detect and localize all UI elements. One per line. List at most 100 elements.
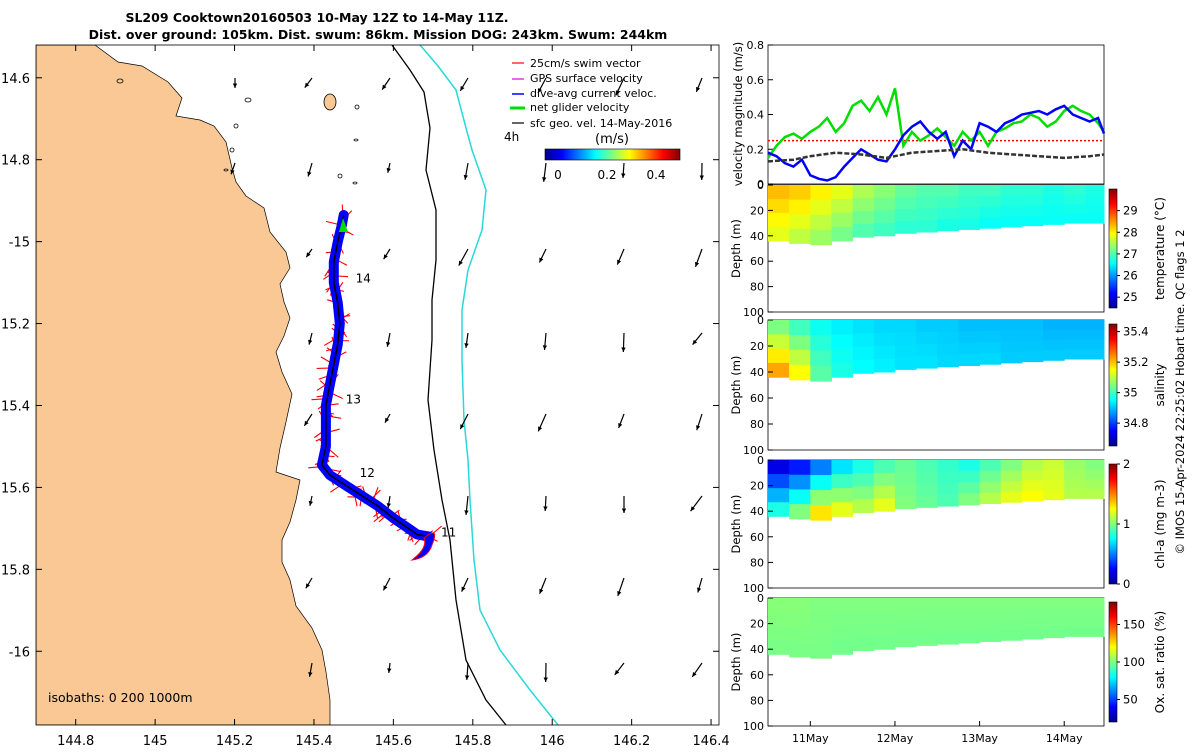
section-cell	[1043, 628, 1065, 638]
section-cell	[958, 482, 980, 494]
section-cell	[810, 185, 832, 200]
section-cell	[895, 622, 917, 635]
colorbar-tick-0: 0	[554, 168, 562, 182]
section-cell	[895, 332, 917, 345]
section-cell	[1001, 481, 1023, 492]
section-cell	[874, 486, 896, 499]
section-cell	[916, 460, 938, 472]
section-cell	[1043, 460, 1065, 470]
section-cell	[1001, 206, 1023, 217]
depth-axis-label: Depth (m)	[729, 356, 743, 415]
section-colorbar	[1109, 189, 1117, 308]
depth-tick-label: 40	[750, 230, 764, 243]
colorbar-tick-label: 2	[1123, 457, 1130, 471]
section-cell	[853, 185, 875, 199]
section-cell	[768, 199, 790, 213]
section-cell	[937, 472, 959, 484]
section-cell	[810, 598, 832, 614]
section-cell	[895, 221, 917, 234]
section-cell	[768, 460, 790, 475]
depth-tick-label: 40	[750, 366, 764, 379]
map-y-tick-label: 14.8	[1, 154, 30, 169]
section-cell	[1064, 330, 1086, 340]
reef-island	[324, 94, 336, 110]
section-cell	[895, 209, 917, 222]
section-cell	[958, 609, 980, 621]
depth-tick-label: 20	[750, 618, 764, 631]
section-cell	[1085, 627, 1104, 637]
section-cell	[1022, 341, 1044, 352]
section-cell	[1022, 185, 1044, 196]
section-cell	[1001, 331, 1023, 342]
section-cell	[980, 598, 1002, 609]
map-x-tick-label: 146	[540, 734, 565, 749]
section-cell	[980, 196, 1002, 207]
section-colorbar	[1109, 324, 1117, 446]
section-cell	[831, 227, 853, 241]
section-cell	[831, 626, 853, 641]
section-cell	[1022, 320, 1044, 331]
colorbar-variable-label: salinity	[1153, 363, 1167, 406]
section-cell	[853, 347, 875, 361]
section-cell	[1022, 330, 1044, 341]
section-cell	[768, 213, 790, 227]
section-cell	[937, 610, 959, 622]
section-cell	[1001, 185, 1023, 196]
section-cell	[1043, 330, 1065, 341]
section-cell	[980, 460, 1002, 471]
section-cell	[768, 363, 790, 378]
section-cell	[1064, 340, 1086, 350]
section-cell	[789, 598, 811, 613]
section-cell	[831, 363, 853, 378]
section-cell	[874, 346, 896, 360]
section-cell	[1022, 351, 1044, 362]
section-cell	[810, 505, 832, 521]
legend-geo-label: sfc geo. vel. 14-May-2016	[530, 117, 672, 130]
section-cell	[768, 227, 790, 241]
section-cell	[916, 320, 938, 333]
section-cell	[980, 353, 1002, 365]
section-cell	[789, 365, 811, 380]
isobath-note: isobaths: 0 200 1000m	[48, 690, 193, 705]
map-x-tick-label: 145	[143, 734, 168, 749]
section-cell	[768, 334, 790, 349]
section-cell	[768, 474, 790, 489]
map-x-tick-label: 146.2	[613, 734, 650, 749]
section-cell	[789, 475, 811, 490]
section-cell	[853, 486, 875, 500]
section-cell	[895, 496, 917, 509]
legend-time-label: 4h	[504, 130, 519, 144]
section-cell	[916, 598, 938, 610]
velocity-y-tick-label: 0.6	[747, 74, 765, 87]
section-cell	[980, 620, 1002, 631]
section-cell	[768, 598, 790, 613]
section-cell	[1085, 185, 1104, 195]
section-cell	[1022, 618, 1044, 629]
colorbar-tick-label: 35.4	[1123, 325, 1149, 339]
track-day-label: 11	[441, 526, 456, 540]
section-cell	[1001, 216, 1023, 227]
velocity-y-tick-label: 0.8	[747, 39, 765, 52]
section-cell	[853, 611, 875, 625]
section-cell	[1043, 185, 1065, 195]
section-cell	[958, 343, 980, 355]
section-cell	[768, 488, 790, 503]
section-cell	[789, 613, 811, 628]
section-cell	[916, 484, 938, 496]
section-cell	[789, 350, 811, 365]
section-cell	[895, 345, 917, 358]
map-y-tick-label: -15	[9, 236, 30, 251]
colorbar-tick-label: 150	[1123, 618, 1145, 632]
section-cell	[768, 185, 790, 199]
section-cell	[789, 489, 811, 504]
section-cell	[810, 351, 832, 367]
section-cell	[895, 598, 917, 611]
section-cell	[874, 498, 896, 511]
section-cell	[1001, 630, 1023, 641]
velocity-y-label: velocity magnitude (m/s)	[731, 42, 745, 187]
section-cell	[831, 185, 853, 199]
